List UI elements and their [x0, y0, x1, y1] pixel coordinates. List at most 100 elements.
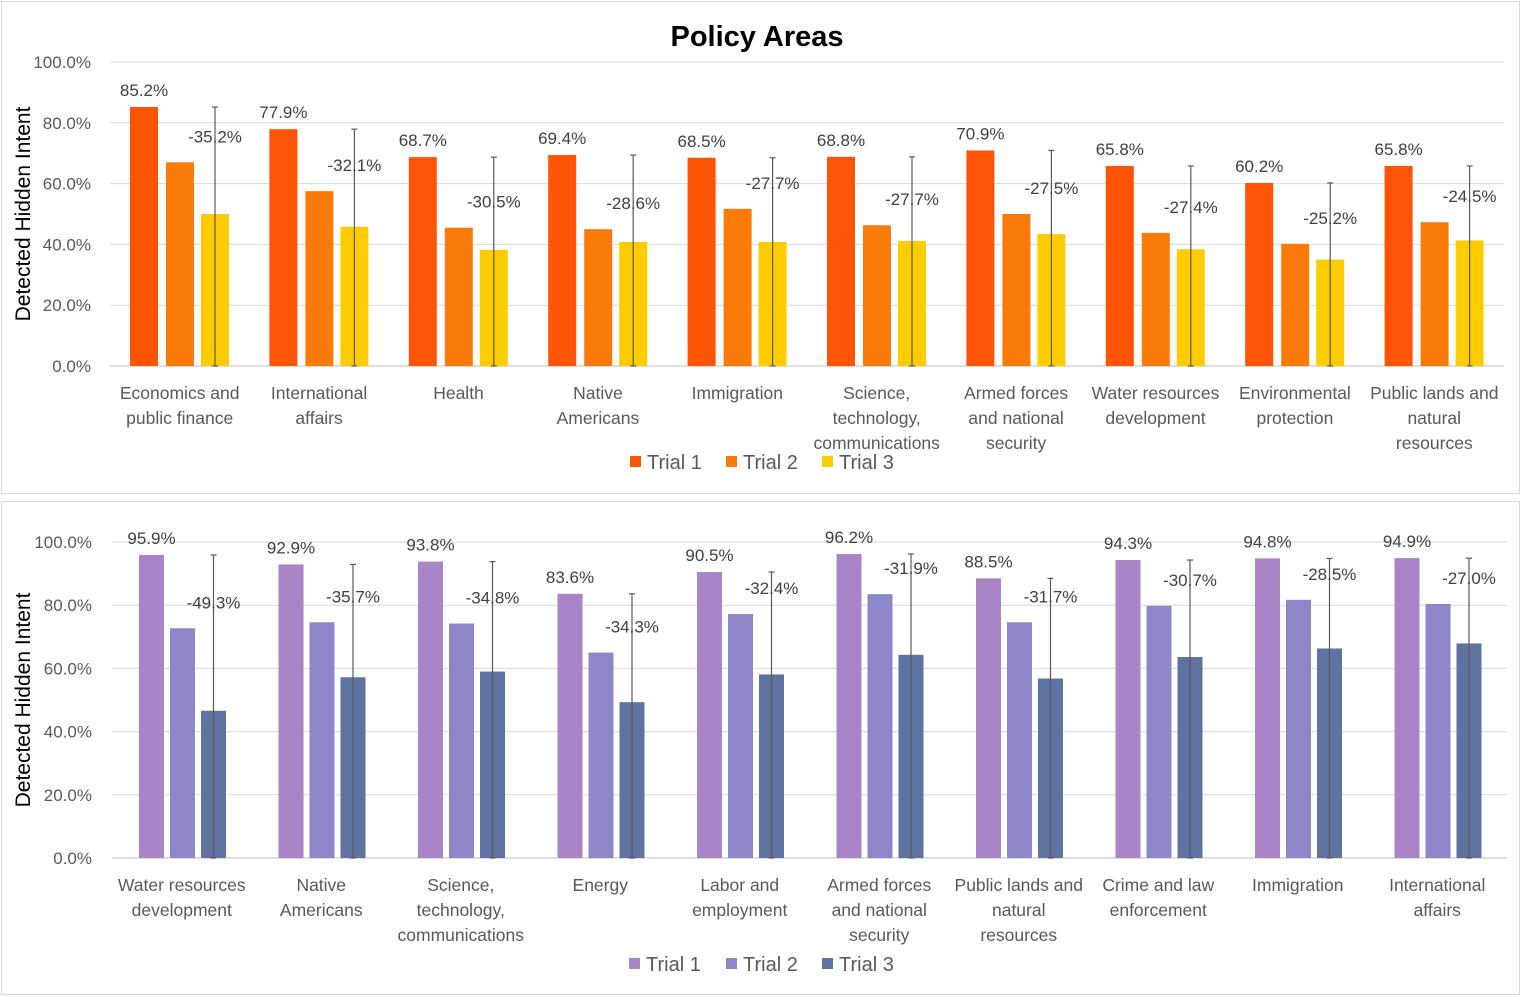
chart-title: Policy Areas	[670, 21, 843, 53]
y-tick-label: 40.0%	[44, 723, 92, 742]
bar-trial-2	[1420, 222, 1449, 366]
category-label: Science,	[843, 383, 910, 403]
chart-panel-top: Policy Areas Detected Hidden Intent 0.0% 20…	[1, 1, 1520, 494]
data-label-trial-1: 93.8%	[406, 536, 454, 555]
legend-label: Trial 3	[839, 954, 894, 976]
policy-areas-chart-bottom: Detected Hidden Intent 0.0% 20.0% 40.0% 60.0…	[12, 528, 1507, 976]
bar-trial-2	[863, 225, 891, 366]
change-label: -32.4%	[745, 579, 799, 598]
category-label: Native	[573, 383, 623, 403]
change-label: -30.5%	[467, 193, 521, 212]
category-label: Public lands and	[1370, 383, 1498, 403]
data-label-trial-1: 77.9%	[259, 103, 307, 122]
data-label-trial-1: 94.9%	[1383, 532, 1431, 551]
category-label: Native	[296, 875, 346, 895]
category-label: Water resources	[118, 875, 246, 895]
bar-trial-2	[728, 614, 753, 858]
category-label: employment	[692, 900, 787, 920]
chart-panel-bottom: Detected Hidden Intent 0.0% 20.0% 40.0% 60.0…	[1, 501, 1520, 995]
bar-trial-1	[697, 572, 722, 858]
change-label: -27.4%	[1164, 198, 1218, 217]
bar-trial-1	[557, 593, 583, 858]
data-label-trial-1: 94.8%	[1243, 532, 1291, 551]
y-axis-label: Detected Hidden Intent	[12, 592, 35, 807]
y-tick-label: 40.0%	[43, 235, 91, 254]
category-label: natural	[992, 900, 1046, 920]
bar-trial-2	[584, 229, 613, 366]
category-label: communications	[813, 433, 940, 453]
change-label: -27.7%	[885, 190, 939, 209]
bar-trial-1	[139, 554, 164, 858]
category-label: natural	[1408, 408, 1462, 428]
category-label: Environmental	[1239, 383, 1351, 403]
bar-trial-1	[1255, 558, 1280, 858]
bar-trial-1	[976, 578, 1001, 858]
change-label: -34.3%	[605, 618, 659, 637]
change-label: -31.9%	[884, 559, 938, 578]
change-label: -34.8%	[466, 589, 520, 608]
data-label-trial-1: 92.9%	[267, 538, 315, 557]
category-label: Crime and law	[1102, 875, 1214, 895]
category-label: Immigration	[1252, 875, 1343, 895]
category-label: resources	[1396, 433, 1473, 453]
legend-label: Trial 3	[839, 452, 894, 474]
y-tick-label: 0.0%	[52, 357, 91, 376]
category-label: Armed forces	[964, 383, 1068, 403]
bar-trial-1	[1394, 558, 1420, 858]
bar-trial-2	[1141, 232, 1170, 366]
y-tick-label: 100.0%	[34, 533, 92, 552]
category-label: and national	[968, 408, 1063, 428]
change-label: -35.2%	[188, 127, 242, 146]
data-label-trial-1: 88.5%	[964, 552, 1012, 571]
data-label-trial-1: 90.5%	[685, 546, 733, 565]
category-label: affairs	[295, 408, 343, 428]
category-label: resources	[980, 925, 1057, 945]
bar-trial-1	[278, 564, 304, 858]
category-label: communications	[398, 925, 525, 945]
category-label: affairs	[1414, 900, 1462, 920]
legend-label: Trial 1	[647, 452, 702, 474]
legend-swatch-trial-3	[822, 456, 833, 467]
y-tick-label: 80.0%	[44, 596, 92, 615]
change-label: -30.7%	[1163, 571, 1217, 590]
data-label-trial-1: 85.2%	[120, 81, 168, 100]
category-label: protection	[1256, 408, 1333, 428]
data-label-trial-1: 65.8%	[1096, 140, 1144, 159]
category-label: Water resources	[1092, 383, 1220, 403]
category-label: International	[271, 383, 367, 403]
bar-trial-2	[444, 227, 473, 366]
data-label-trial-1: 60.2%	[1235, 157, 1283, 176]
data-label-trial-1: 65.8%	[1374, 140, 1422, 159]
category-label: Americans	[280, 900, 363, 920]
bar-trial-1	[1105, 165, 1134, 366]
data-label-trial-1: 68.7%	[399, 131, 447, 150]
y-tick-label: 80.0%	[43, 114, 91, 133]
bar-trial-2	[170, 628, 195, 858]
bar-trial-1	[1115, 560, 1141, 858]
data-label-trial-1: 95.9%	[127, 529, 175, 548]
legend-swatch-trial-2	[726, 456, 737, 467]
y-tick-label: 20.0%	[44, 786, 92, 805]
change-label: -28.6%	[606, 194, 660, 213]
category-label: security	[986, 433, 1047, 453]
legend-swatch-trial-1	[630, 456, 641, 467]
legend-label: Trial 1	[646, 954, 701, 976]
category-label: Labor and	[700, 875, 779, 895]
change-label: -49.3%	[187, 593, 241, 612]
change-label: -35.7%	[326, 587, 380, 606]
category-label: technology,	[417, 900, 505, 920]
bar-trial-1	[687, 157, 716, 366]
change-label: -28.5%	[1303, 565, 1357, 584]
legend-swatch-trial-1	[629, 958, 640, 969]
category-label: Public lands and	[955, 875, 1083, 895]
data-label-trial-1: 94.3%	[1104, 534, 1152, 553]
category-label: Energy	[573, 875, 629, 895]
bar-trial-1	[836, 554, 862, 858]
data-label-trial-1: 68.5%	[677, 132, 725, 151]
change-label: -27.7%	[746, 174, 800, 193]
change-label: -25.2%	[1303, 209, 1357, 228]
bar-trial-1	[269, 129, 298, 366]
legend-swatch-trial-2	[726, 958, 737, 969]
category-label: Health	[433, 383, 484, 403]
bar-trial-1	[130, 106, 158, 366]
